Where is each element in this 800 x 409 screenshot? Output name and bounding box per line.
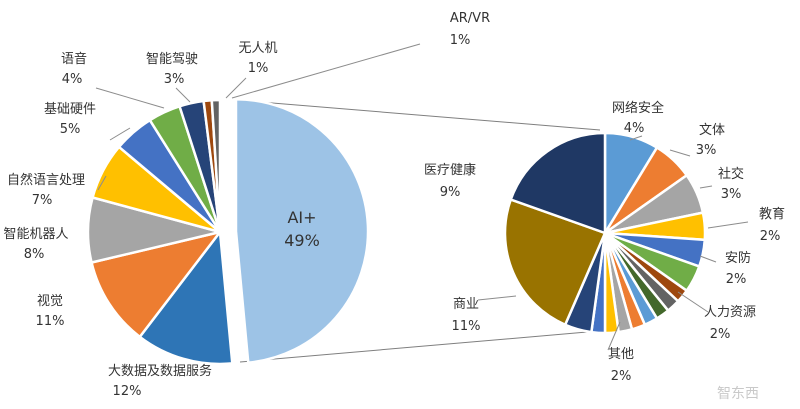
connector-top xyxy=(235,99,601,131)
slice-value-education: 2% xyxy=(760,229,781,244)
slice-value-speech: 4% xyxy=(62,72,83,87)
slice-value-big-data: 12% xyxy=(113,384,142,399)
slice-label-social: 社交 xyxy=(718,166,744,182)
slice-value-vision: 11% xyxy=(36,314,65,329)
slice-label-nlp: 自然语言处理 xyxy=(7,172,85,188)
slice-label-robot: 智能机器人 xyxy=(3,227,68,242)
slice-label-ai-plus: AI+ xyxy=(287,208,316,227)
slice-label-education: 教育 xyxy=(759,206,785,222)
slice-label-big-data: 大数据及数据服务 xyxy=(108,363,212,379)
slice-value-hr: 2% xyxy=(710,327,731,342)
slice-label-other: 其他 xyxy=(608,347,634,362)
slice-value-driving: 3% xyxy=(164,72,185,87)
slice-label-business: 商业 xyxy=(453,297,479,312)
label-leader-lines xyxy=(95,43,749,351)
slice-value-robot: 8% xyxy=(24,247,45,262)
breakout-connector-lines xyxy=(235,99,611,363)
slice-label-security: 网络安全 xyxy=(612,100,664,116)
main-pie xyxy=(86,97,370,366)
breakout-slice-8 xyxy=(509,131,607,235)
main-slice-0 xyxy=(234,97,370,365)
main-slice-1 xyxy=(138,228,234,366)
breakout-pie xyxy=(503,131,707,335)
slice-value-culture-sports: 3% xyxy=(696,143,717,158)
slice-label-healthcare: 医疗健康 xyxy=(424,162,476,178)
slice-label-hr: 人力资源 xyxy=(704,305,756,320)
slice-value-ai-plus: 49% xyxy=(284,231,320,250)
watermark-text: 智东西 xyxy=(717,386,759,402)
slice-label-public-security: 安防 xyxy=(725,250,751,266)
slice-label-drone: 无人机 xyxy=(238,41,277,56)
slice-value-business: 11% xyxy=(452,319,481,334)
slice-value-drone: 1% xyxy=(248,61,269,76)
slice-label-arvr: AR/VR xyxy=(450,11,490,26)
slice-label-speech: 语音 xyxy=(61,51,87,67)
slice-value-healthcare: 9% xyxy=(440,185,461,200)
slice-label-hardware: 基础硬件 xyxy=(44,102,96,117)
breakout-slice-7 xyxy=(503,197,607,327)
slice-value-security: 4% xyxy=(624,121,645,136)
slice-label-driving: 智能驾驶 xyxy=(146,52,198,67)
slice-label-culture-sports: 文体 xyxy=(699,123,725,138)
slice-value-other: 2% xyxy=(611,369,632,384)
connector-bottom xyxy=(239,329,611,363)
main-pie-labels: AI+ 49% 大数据及数据服务 12% 视觉 11% 智能机器人 8% 自然语… xyxy=(3,11,490,399)
breakout-pie-labels: 网络安全 4% 文体 3% 社交 3% 教育 2% 安防 2% 人力资源 2% … xyxy=(424,100,785,384)
slice-value-hardware: 5% xyxy=(60,122,81,137)
slice-value-nlp: 7% xyxy=(32,193,53,208)
slice-value-public-security: 2% xyxy=(726,272,747,287)
slice-value-social: 3% xyxy=(721,187,742,202)
main-slice-9 xyxy=(210,98,222,233)
slice-label-vision: 视觉 xyxy=(37,294,63,309)
slice-value-arvr: 1% xyxy=(450,33,471,48)
main-slice-2 xyxy=(90,229,224,339)
